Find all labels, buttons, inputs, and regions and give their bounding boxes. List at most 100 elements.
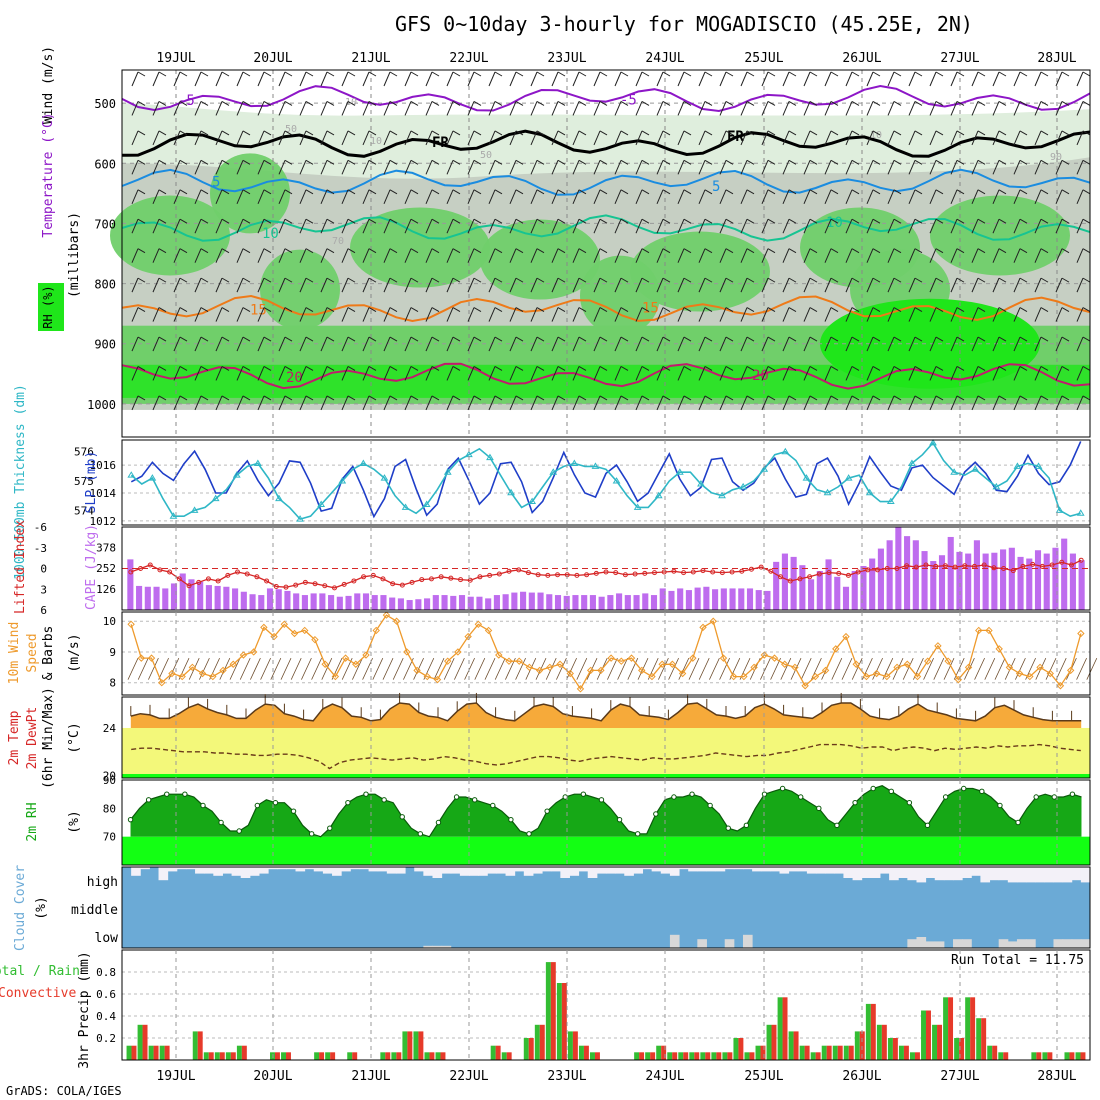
wind-barb: [215, 336, 230, 352]
wind-barb: [404, 248, 419, 263]
wind-barb: [194, 71, 209, 87]
rh2m-point: [182, 791, 188, 797]
wind-barb: [1034, 189, 1049, 204]
y-tick-thickness-574: 574: [74, 504, 94, 517]
wind-speed-point: [811, 672, 820, 681]
wind-barb: [887, 336, 902, 352]
wind-speed-point: [158, 678, 166, 687]
wind-barb: [950, 336, 965, 352]
wind-speed-point: [331, 672, 340, 681]
wind-barb: [887, 218, 902, 234]
cape-bar: [659, 588, 666, 610]
surface-wind-barb: [158, 657, 169, 680]
wind-barb: [698, 395, 713, 411]
lifted-index-point: [399, 582, 405, 588]
precip-convective-bar: [1047, 1052, 1053, 1060]
precip-total-bar: [1031, 1052, 1037, 1060]
wind-speed-point: [862, 672, 871, 681]
wind-speed-point: [801, 682, 809, 690]
precip-convective-bar: [771, 1024, 777, 1060]
lifted-index-point: [651, 570, 657, 576]
cloud-high-gap: [788, 867, 799, 872]
wind-barb: [698, 248, 713, 263]
wind-barb: [341, 71, 356, 87]
lifted-index-point: [865, 567, 871, 573]
wind-barb: [887, 366, 902, 381]
cloud-high-gap: [423, 867, 433, 876]
precip-total-bar: [281, 1052, 286, 1060]
wind-barb: [656, 307, 671, 322]
rh-contour-label: 70: [332, 236, 344, 247]
cloud-low-bar: [1080, 939, 1091, 948]
wind-barb: [530, 101, 545, 116]
cloud-high-gap: [1007, 867, 1018, 883]
surface-wind-barb: [311, 657, 322, 680]
lifted-index-point: [196, 579, 202, 585]
y-tick-slp-1012: 1012: [90, 515, 117, 528]
rh-moist-area: [630, 231, 770, 312]
thickness-point: [654, 491, 663, 499]
wind-barb: [656, 159, 671, 175]
cape-bar: [816, 570, 823, 610]
wind-speed-point: [198, 669, 207, 678]
wind-barb: [194, 218, 209, 234]
wind-speed-point: [362, 651, 370, 659]
precip-total-bar: [590, 1052, 595, 1060]
surface-wind-barb: [392, 657, 404, 680]
cape-bar: [1069, 553, 1076, 610]
wind-barb: [257, 159, 272, 175]
x-tick-bottom-25jul: 25JUL: [744, 1069, 783, 1084]
cloud-high-gap: [249, 867, 260, 876]
wind-barb: [572, 395, 587, 411]
cape-bar: [764, 590, 771, 610]
wind-barb: [1076, 366, 1091, 381]
precip-total-bar: [556, 983, 562, 1060]
lifted-index-point: [312, 581, 318, 587]
cape-bar: [162, 588, 169, 610]
wind-barb: [467, 159, 482, 175]
wind-barb: [803, 71, 818, 87]
precip-total-bar: [159, 1045, 165, 1060]
cloud-low-bar: [1016, 939, 1027, 948]
precip-total-bar: [501, 1052, 507, 1060]
legend-convective: Convective: [0, 986, 76, 1001]
wind-barb: [509, 277, 524, 293]
wind-barb: [131, 366, 146, 381]
cape-bar: [589, 595, 596, 610]
rh2m-point: [906, 799, 913, 806]
wind-barb: [551, 277, 566, 293]
cloud-low-bar: [962, 939, 972, 948]
wind-barb: [824, 130, 839, 146]
wind-barb: [425, 130, 440, 146]
wind-barb: [761, 71, 776, 87]
cloud-high-gap: [779, 867, 790, 874]
wind-barb: [761, 366, 776, 381]
wind-barb: [929, 248, 944, 263]
y-tick-pressure-700: 700: [94, 217, 116, 231]
wind-barb: [950, 130, 965, 146]
ylabel-wind-units: (m/s): [67, 633, 82, 672]
cape-bar: [389, 597, 396, 610]
cape-bar: [275, 589, 282, 610]
wind-barb: [530, 307, 545, 322]
wind-barb: [173, 159, 188, 175]
cloud-high-gap: [660, 867, 671, 874]
wind-barb: [215, 248, 230, 263]
cloud-high-gap: [322, 867, 333, 874]
wind-barb: [404, 336, 419, 352]
rh2m-base: [122, 836, 1090, 865]
wind-barb: [845, 248, 860, 263]
lifted-index-point: [487, 572, 493, 578]
precip-convective-bar: [164, 1045, 170, 1060]
wind-barb: [236, 130, 251, 146]
thickness-point: [929, 438, 937, 446]
wind-barb: [698, 366, 713, 381]
wind-barb: [131, 71, 146, 87]
wind-barb: [845, 366, 860, 381]
precip-total-bar: [921, 1010, 926, 1060]
y-tick-rh-70: 70: [103, 831, 116, 844]
cape-bar: [947, 536, 954, 610]
wind-barb: [152, 189, 167, 204]
wind-barb: [866, 189, 881, 204]
precip-convective-bar: [705, 1052, 711, 1060]
